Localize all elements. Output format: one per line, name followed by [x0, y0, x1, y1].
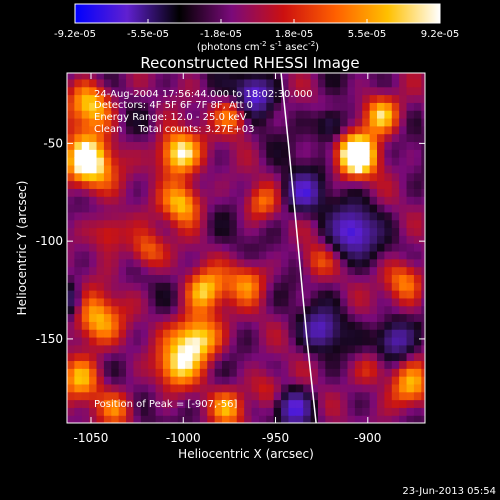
y-axis-label: Heliocentric Y (arcsec): [15, 181, 29, 316]
y-axis-ticks: -50 -100 -150: [36, 136, 425, 346]
heatmap-image: [67, 73, 425, 423]
observation-info: 24-Aug-2004 17:56:44.000 to 18:02:30.000…: [94, 89, 313, 135]
colorbar-tick-label: -1.8e-05: [200, 29, 242, 40]
info-energy-range: Energy Range: 12.0 - 25.0 keV: [94, 112, 247, 123]
footer-date: 23-Jun-2013 05:54: [402, 486, 496, 497]
x-axis-label: Heliocentric X (arcsec): [178, 447, 314, 461]
colorbar-unit-label: (photons cm-2 s-1 asec-2): [197, 40, 319, 53]
colorbar-tick-label: 5.5e-05: [348, 29, 386, 40]
plot-frame: [66, 72, 426, 424]
y-tick-label: -50: [43, 136, 63, 150]
x-tick-label: -950: [262, 431, 289, 445]
x-tick-label: -900: [354, 431, 381, 445]
x-tick-label: -1000: [166, 431, 201, 445]
colorbar-ticks: -9.2e-05 -5.5e-05 -1.8e-05 1.8e-05 5.5e-05 9.…: [54, 19, 459, 40]
y-tick-label: -150: [36, 332, 63, 346]
colorbar-tick-label: 9.2e-05: [421, 29, 459, 40]
colorbar-tick-label: -5.5e-05: [127, 29, 169, 40]
colorbar: [74, 3, 441, 24]
peak-position-label: Position of Peak = [-907,-56]: [94, 399, 238, 410]
solar-limb-curve: [280, 73, 317, 423]
chart-title: Reconstructed RHESSI Image: [140, 54, 359, 72]
info-total-counts: Clean Total counts: 3.27E+03: [94, 124, 254, 135]
colorbar-tick-label: -9.2e-05: [54, 29, 96, 40]
x-axis-ticks: -1050 -1000 -950 -900: [74, 73, 381, 445]
info-time-range: 24-Aug-2004 17:56:44.000 to 18:02:30.000: [94, 89, 313, 100]
y-tick-label: -100: [36, 234, 63, 248]
colorbar-tick-label: 1.8e-05: [275, 29, 313, 40]
x-tick-label: -1050: [74, 431, 109, 445]
info-detectors: Detectors: 4F 5F 6F 7F 8F, Att 0: [94, 100, 253, 111]
